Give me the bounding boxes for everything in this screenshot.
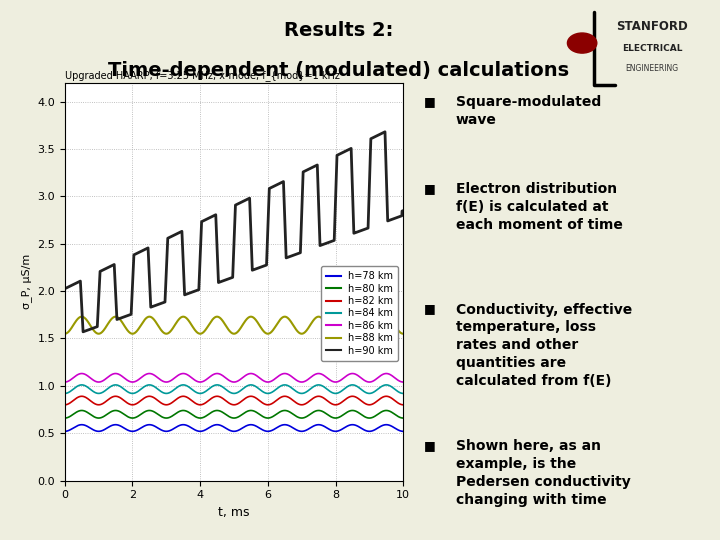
h=80 km [60, 415, 69, 421]
Line: h=82 km: h=82 km [65, 396, 403, 405]
Circle shape [567, 33, 597, 53]
Text: Time-dependent (modulated) calculations: Time-dependent (modulated) calculations [108, 62, 569, 80]
h=84 km [190, 388, 199, 394]
Text: Results 2:: Results 2: [284, 21, 393, 40]
h=90 km [190, 288, 199, 295]
h=88 km [122, 326, 130, 332]
h=80 km [190, 413, 199, 419]
Line: h=78 km: h=78 km [65, 424, 403, 431]
h=88 km [78, 313, 86, 320]
h=84 km [313, 382, 322, 388]
h=78 km [313, 422, 322, 428]
h=86 km [264, 379, 272, 386]
h=78 km [281, 421, 289, 428]
Text: Conductivity, effective
temperature, loss
rates and other
quantities are
calcula: Conductivity, effective temperature, los… [456, 302, 632, 388]
h=82 km [190, 399, 199, 406]
h=84 km [281, 382, 289, 388]
h=84 km [122, 388, 130, 394]
h=82 km [122, 399, 130, 406]
Line: h=88 km: h=88 km [65, 316, 403, 334]
h=82 km [339, 398, 348, 404]
h=82 km [264, 402, 272, 408]
h=80 km [122, 413, 130, 419]
h=90 km [78, 328, 87, 335]
h=82 km [60, 402, 69, 408]
h=80 km [78, 407, 86, 414]
h=80 km [264, 415, 272, 421]
Text: ENGINEERING: ENGINEERING [626, 64, 678, 73]
Text: Square-modulated
wave: Square-modulated wave [456, 96, 601, 127]
Text: ELECTRICAL: ELECTRICAL [621, 44, 682, 53]
h=78 km [122, 426, 130, 433]
h=88 km [399, 330, 408, 337]
Y-axis label: σ_P, μS/m: σ_P, μS/m [21, 254, 32, 309]
h=86 km [122, 376, 130, 383]
Line: h=86 km: h=86 km [65, 374, 403, 382]
h=90 km [381, 129, 390, 135]
h=84 km [60, 390, 69, 397]
h=84 km [78, 382, 86, 388]
Text: ■: ■ [424, 439, 436, 452]
h=90 km [399, 207, 408, 214]
h=82 km [399, 402, 408, 408]
h=86 km [78, 370, 86, 377]
h=88 km [339, 323, 348, 330]
h=82 km [281, 393, 289, 400]
h=88 km [264, 330, 272, 337]
Text: Electron distribution
f(E) is calculated at
each moment of time: Electron distribution f(E) is calculated… [456, 183, 623, 232]
h=78 km [399, 428, 408, 435]
h=78 km [264, 428, 272, 435]
h=86 km [399, 379, 408, 386]
Line: h=80 km: h=80 km [65, 410, 403, 418]
Text: ■: ■ [424, 183, 436, 195]
h=78 km [78, 421, 86, 428]
h=78 km [60, 428, 69, 435]
h=86 km [313, 370, 322, 377]
Text: ■: ■ [424, 96, 436, 109]
h=88 km [190, 326, 199, 332]
h=86 km [60, 379, 69, 386]
Legend: h=78 km, h=80 km, h=82 km, h=84 km, h=86 km, h=88 km, h=90 km: h=78 km, h=80 km, h=82 km, h=84 km, h=86… [321, 266, 398, 361]
h=86 km [339, 375, 348, 382]
h=84 km [339, 387, 348, 393]
h=90 km [313, 164, 322, 170]
h=84 km [399, 390, 408, 397]
h=80 km [399, 415, 408, 421]
Line: h=90 km: h=90 km [65, 132, 403, 332]
Text: Upgraded HAARP, f=3.25 MHz, x-mode, f_{mod}=1 kHz: Upgraded HAARP, f=3.25 MHz, x-mode, f_{m… [65, 70, 340, 82]
h=88 km [60, 330, 69, 337]
h=90 km [60, 286, 69, 292]
h=90 km [281, 220, 289, 227]
h=90 km [122, 313, 130, 319]
h=86 km [281, 370, 289, 377]
h=82 km [78, 393, 86, 400]
h=88 km [281, 313, 289, 320]
Text: Shown here, as an
example, is the
Pedersen conductivity
changing with time: Shown here, as an example, is the Peders… [456, 439, 631, 507]
X-axis label: t, ms: t, ms [218, 506, 250, 519]
h=84 km [264, 390, 272, 397]
h=80 km [281, 407, 289, 414]
h=80 km [339, 411, 348, 418]
h=82 km [313, 393, 322, 400]
Text: ■: ■ [424, 302, 436, 315]
h=78 km [190, 426, 199, 433]
h=86 km [190, 376, 199, 383]
h=90 km [339, 149, 348, 156]
Text: STANFORD: STANFORD [616, 20, 688, 33]
Line: h=84 km: h=84 km [65, 385, 403, 394]
h=88 km [313, 314, 322, 320]
h=90 km [264, 226, 272, 232]
h=80 km [313, 407, 322, 414]
h=78 km [339, 426, 348, 432]
